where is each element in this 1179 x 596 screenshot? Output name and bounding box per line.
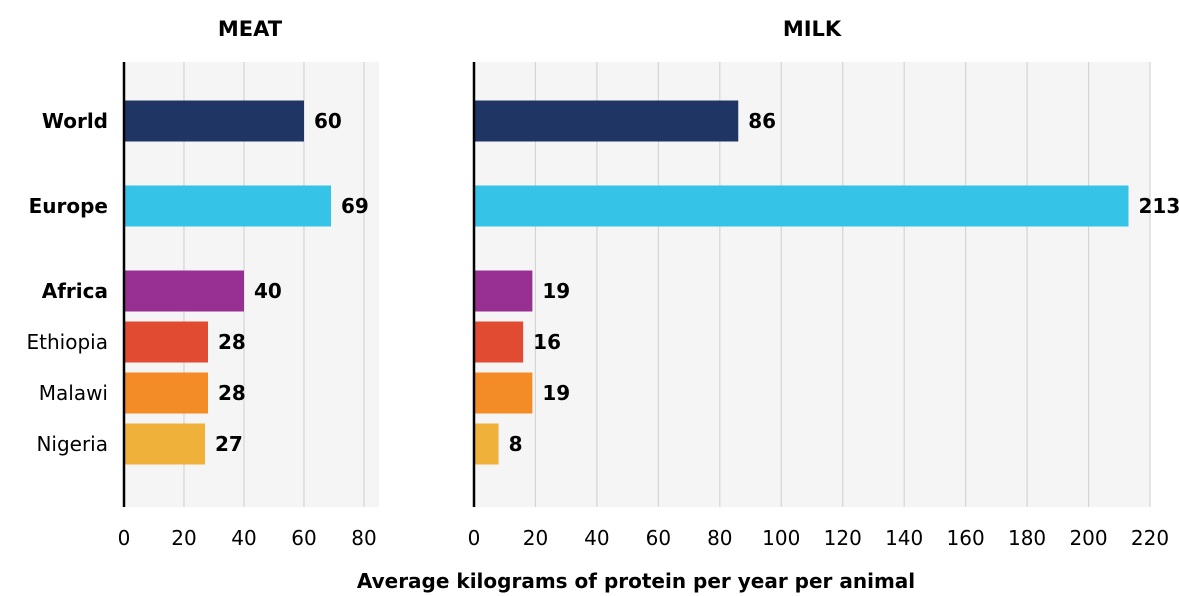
- bar-meat-ethiopia: [124, 321, 208, 363]
- bar-milk-ethiopia: [474, 321, 524, 363]
- tick-label-milk-40: 40: [584, 526, 609, 550]
- tick-label-milk-140: 140: [885, 526, 923, 550]
- tick-label-milk-0: 0: [468, 526, 481, 550]
- tick-label-meat-0: 0: [118, 526, 131, 550]
- data-label-milk-ethiopia: 16: [533, 330, 561, 354]
- tick-label-milk-200: 200: [1069, 526, 1107, 550]
- data-label-milk-malawi: 19: [542, 381, 570, 405]
- data-label-meat-nigeria: 27: [215, 432, 243, 456]
- data-label-meat-europe: 69: [341, 194, 369, 218]
- tick-label-meat-80: 80: [351, 526, 376, 550]
- data-label-milk-nigeria: 8: [509, 432, 523, 456]
- tick-label-meat-60: 60: [291, 526, 316, 550]
- bar-meat-nigeria: [124, 423, 205, 465]
- category-label-nigeria: Nigeria: [36, 432, 108, 456]
- data-label-meat-malawi: 28: [218, 381, 246, 405]
- panel-title-meat: MEAT: [218, 17, 283, 41]
- category-label-europe: Europe: [29, 194, 108, 218]
- tick-label-milk-80: 80: [707, 526, 732, 550]
- bar-milk-malawi: [474, 372, 533, 414]
- tick-label-milk-20: 20: [523, 526, 548, 550]
- bar-milk-europe: [474, 185, 1129, 227]
- data-label-meat-world: 60: [314, 109, 342, 133]
- data-label-milk-world: 86: [748, 109, 776, 133]
- bar-milk-africa: [474, 270, 533, 312]
- tick-label-milk-160: 160: [947, 526, 985, 550]
- bar-milk-world: [474, 100, 739, 142]
- data-label-milk-africa: 19: [542, 279, 570, 303]
- tick-label-milk-60: 60: [646, 526, 671, 550]
- category-label-world: World: [42, 109, 108, 133]
- tick-label-milk-180: 180: [1008, 526, 1046, 550]
- bar-meat-world: [124, 100, 304, 142]
- tick-label-milk-220: 220: [1131, 526, 1169, 550]
- bar-milk-nigeria: [474, 423, 499, 465]
- bar-meat-europe: [124, 185, 331, 227]
- category-label-ethiopia: Ethiopia: [27, 330, 108, 354]
- bar-meat-malawi: [124, 372, 208, 414]
- tick-label-meat-40: 40: [231, 526, 256, 550]
- bar-meat-africa: [124, 270, 244, 312]
- tick-label-milk-100: 100: [762, 526, 800, 550]
- x-axis-label: Average kilograms of protein per year pe…: [357, 569, 915, 593]
- data-label-milk-europe: 213: [1138, 194, 1179, 218]
- panel-title-milk: MILK: [783, 17, 842, 41]
- category-label-malawi: Malawi: [39, 381, 108, 405]
- tick-label-meat-20: 20: [171, 526, 196, 550]
- data-label-meat-ethiopia: 28: [218, 330, 246, 354]
- category-label-africa: Africa: [42, 279, 108, 303]
- data-label-meat-africa: 40: [254, 279, 282, 303]
- tick-label-milk-120: 120: [824, 526, 862, 550]
